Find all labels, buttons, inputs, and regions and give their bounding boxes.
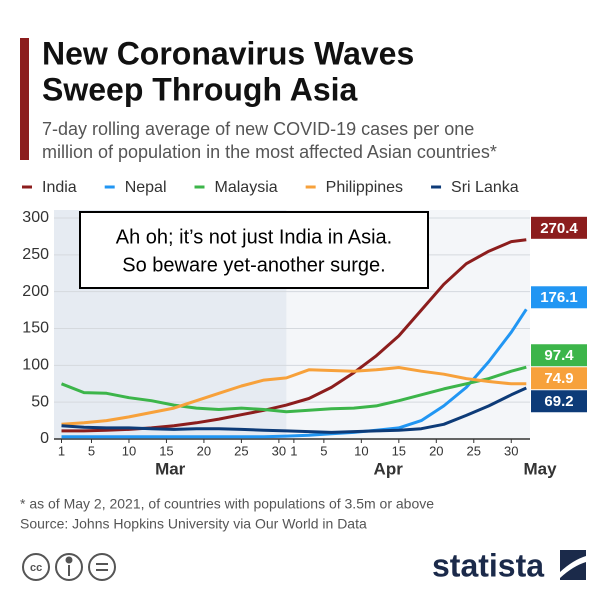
x-tick-label: 5 [88, 443, 95, 458]
x-tick-label: 15 [392, 443, 406, 458]
end-label: 97.4 [544, 347, 574, 364]
end-label: 69.2 [544, 393, 573, 410]
annotation-box [79, 211, 429, 289]
end-label: 270.4 [540, 220, 578, 237]
x-tick-label: 1 [58, 443, 65, 458]
x-tick-label: 30 [504, 443, 518, 458]
y-tick-label: 50 [31, 393, 49, 410]
legend-label: Philippines [326, 179, 403, 196]
chart-subtitle: million of population in the most affect… [42, 142, 497, 162]
source: Source: Johns Hopkins University via Our… [20, 516, 367, 532]
brand-icon [560, 550, 586, 580]
end-label-box [531, 216, 587, 239]
chart-title: New Coronavirus Waves [42, 35, 414, 71]
x-tick-label: 20 [429, 443, 443, 458]
chart-subtitle: 7-day rolling average of new COVID-19 ca… [42, 119, 474, 139]
y-tick-label: 300 [22, 209, 49, 226]
x-tick-label: 5 [320, 443, 327, 458]
x-tick-label: 10 [354, 443, 368, 458]
month-label: Mar [155, 459, 186, 478]
y-tick-label: 150 [22, 320, 49, 337]
annotation: So beware yet-another surge. [122, 254, 386, 276]
end-label-box [531, 367, 587, 390]
end-label-box [531, 344, 587, 367]
end-label: 176.1 [540, 289, 578, 306]
x-tick-label: 20 [197, 443, 211, 458]
legend-label: Nepal [125, 179, 167, 196]
line-series [61, 366, 527, 426]
x-tick-label: 10 [122, 443, 136, 458]
month-label: May [523, 459, 557, 478]
end-label-box [531, 390, 587, 413]
month-label: Apr [374, 459, 404, 478]
license-icons [22, 553, 116, 581]
x-tick-label: 30 [272, 443, 286, 458]
line-series [61, 308, 528, 439]
x-tick-label: 15 [159, 443, 173, 458]
x-tick-label: 1 [290, 443, 297, 458]
end-label: 74.9 [544, 370, 573, 387]
legend-label: India [42, 179, 77, 196]
y-tick-label: 0 [40, 430, 49, 447]
legend-label: Sri Lanka [451, 179, 519, 196]
cc-mark: cc [30, 562, 42, 574]
x-tick-label: 25 [234, 443, 248, 458]
legend-label: Malaysia [215, 179, 278, 196]
brand: statista [432, 547, 544, 583]
line-series [60, 365, 527, 414]
y-tick-label: 200 [22, 283, 49, 300]
end-label-box [531, 286, 587, 309]
chart-title: Sweep Through Asia [42, 71, 358, 107]
title-accent [20, 38, 29, 160]
y-tick-label: 100 [22, 357, 49, 374]
line-series [61, 386, 527, 434]
y-tick-label: 250 [22, 246, 49, 263]
footnote: * as of May 2, 2021, of countries with p… [20, 496, 434, 512]
x-tick-label: 25 [467, 443, 481, 458]
annotation: Ah oh; it’s not just India in Asia. [116, 226, 392, 248]
